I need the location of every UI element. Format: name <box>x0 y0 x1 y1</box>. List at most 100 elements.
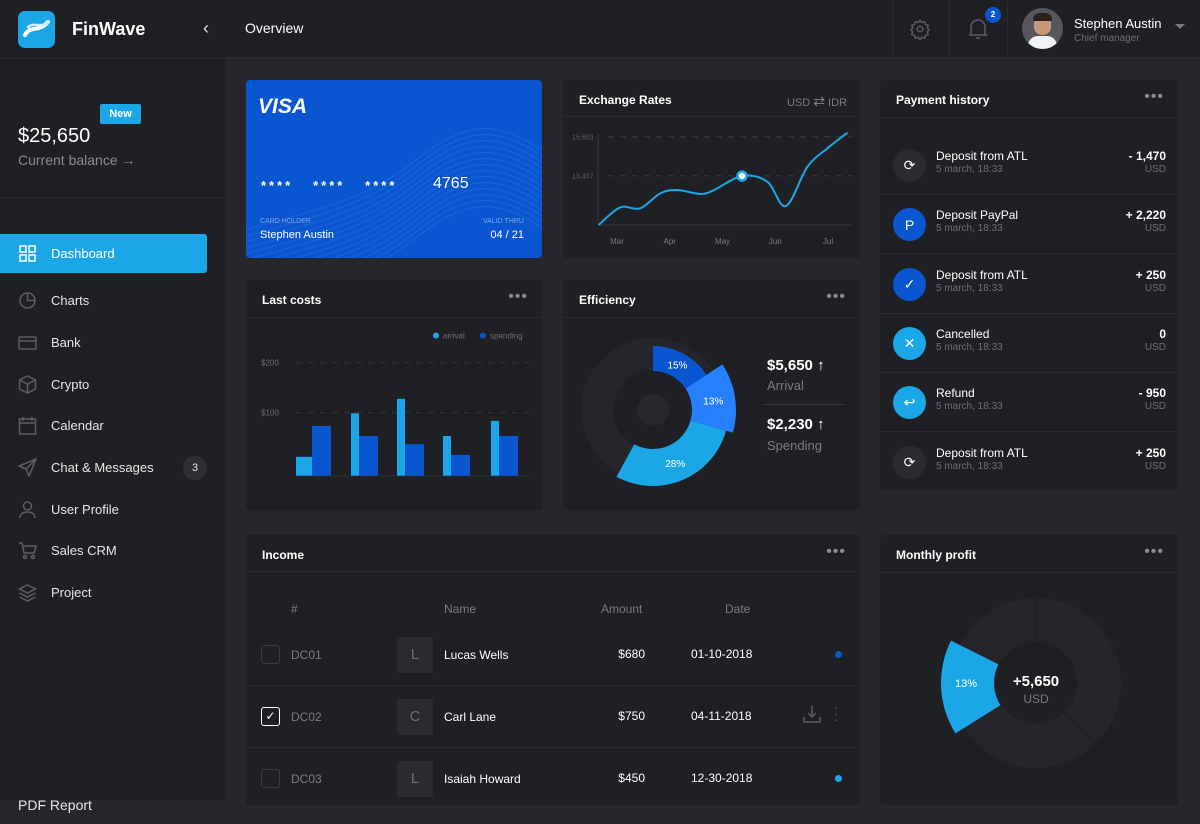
table-row[interactable]: ✓ DC02 C Carl Lane $750 04-11-2018 · · · <box>246 686 860 748</box>
exchange-rate-line <box>597 131 849 226</box>
sidebar-item-crypto[interactable]: Crypto <box>0 365 207 404</box>
payment-amount: 0 <box>1159 326 1166 341</box>
exchange-rates-card: Exchange Rates USD ⇄ IDR 15,603 13,407 Mar… <box>563 80 860 258</box>
more-options-icon[interactable]: ••• <box>508 288 528 305</box>
currency-pair-selector[interactable]: USD ⇄ IDR <box>787 93 847 110</box>
card-valid-date: 04 / 21 <box>490 229 524 241</box>
current-balance-label: Current balance <box>18 152 118 168</box>
more-options-icon[interactable]: ••• <box>826 288 846 305</box>
sidebar-item-label: Sales CRM <box>51 543 117 558</box>
pie-chart-icon <box>19 292 36 309</box>
payment-date: 5 march, 18:33 <box>936 401 1003 413</box>
notifications-bell-icon[interactable] <box>967 17 989 46</box>
sidebar-item-pdf-report[interactable]: PDF Report <box>0 785 207 824</box>
user-avatar[interactable] <box>1022 8 1063 49</box>
efficiency-card: Efficiency ••• 15% 13% 28% $5,650 ↑ Arriva… <box>563 280 860 510</box>
donut-divider <box>1065 712 1097 744</box>
divider <box>0 58 225 59</box>
visa-card[interactable]: VISA **** **** **** 4765 CARD HOLDER Ste… <box>246 80 542 258</box>
profit-currency: USD <box>1023 692 1049 706</box>
wave-line <box>246 134 542 237</box>
sidebar-item-user-profile[interactable]: User Profile <box>0 490 207 529</box>
row-checkbox[interactable] <box>261 769 280 788</box>
payment-currency: USD <box>1144 223 1166 235</box>
card-title: Payment history <box>896 93 990 107</box>
row-amount: $450 <box>618 771 645 785</box>
sidebar-item-sales-crm[interactable]: Sales CRM <box>0 531 207 570</box>
sidebar-item-label: Crypto <box>51 377 90 392</box>
row-amount: $680 <box>618 647 645 661</box>
collapse-sidebar-icon[interactable]: ‹ <box>203 18 209 38</box>
arrow-up-icon: ↑ <box>817 357 825 374</box>
sidebar-item-label: Dashboard <box>51 246 115 261</box>
user-menu-caret-icon[interactable] <box>1175 24 1185 29</box>
payment-title: Cancelled <box>936 326 990 341</box>
payment-title: Refund <box>936 386 975 401</box>
row-checkbox[interactable] <box>261 645 280 664</box>
card-wave-pattern <box>246 128 542 258</box>
arrow-up-icon: ↑ <box>817 416 825 433</box>
col-date[interactable]: Date <box>725 602 751 616</box>
row-more-icon[interactable]: · · · <box>834 699 839 727</box>
divider <box>0 197 225 198</box>
donut-slice <box>941 640 1001 734</box>
layers-icon <box>18 584 37 602</box>
wave-line <box>246 152 542 255</box>
more-options-icon[interactable]: ••• <box>1144 543 1164 560</box>
monthly-profit-donut-chart: 13% <box>941 598 1121 768</box>
payment-list-item[interactable]: ✓ Deposit from ATL 5 march, 18:33 + 250 … <box>880 255 1178 314</box>
payment-currency: USD <box>1144 341 1166 353</box>
x-tick-label: Mar <box>610 237 624 246</box>
paypal-icon: P <box>893 208 926 242</box>
col-name[interactable]: Name <box>444 602 477 616</box>
status-dot <box>835 775 842 782</box>
user-name[interactable]: Stephen Austin <box>1074 16 1162 31</box>
row-id: DC01 <box>291 648 322 662</box>
sidebar-item-bank[interactable]: Bank <box>0 323 207 362</box>
payment-amount: + 250 <box>1135 445 1166 460</box>
sidebar-item-calendar[interactable]: Calendar <box>0 406 207 445</box>
refresh-icon: ⟳ <box>893 445 926 479</box>
payment-title: Deposit from ATL <box>936 267 1028 282</box>
sidebar-item-dashboard[interactable]: Dashboard <box>0 234 207 273</box>
cube-icon <box>18 375 37 394</box>
row-checkbox[interactable]: ✓ <box>261 707 280 726</box>
col-amount[interactable]: Amount <box>601 602 643 616</box>
payment-list-item[interactable]: ⟳ Deposit from ATL 5 march, 18:33 - 1,47… <box>880 136 1178 195</box>
legend-label-arrival: arrival <box>443 332 465 341</box>
payment-list-item[interactable]: ↩ Refund 5 march, 18:33 - 950 USD <box>880 373 1178 433</box>
notification-count-badge: 2 <box>985 7 1001 23</box>
table-row[interactable]: DC01 L Lucas Wells $680 01-10-2018 <box>246 624 860 686</box>
monthly-profit-card: Monthly profit ••• 13% +5,650 USD <box>880 535 1178 805</box>
download-icon[interactable] <box>803 705 821 728</box>
payment-list-item[interactable]: ⟳ Deposit from ATL 5 march, 18:33 + 250 … <box>880 433 1178 492</box>
balance-amount: $25,650 <box>18 125 91 147</box>
sidebar-item-charts[interactable]: Charts <box>0 281 207 320</box>
slice-label: 28% <box>665 459 685 470</box>
card-title: Income <box>262 548 305 562</box>
table-row[interactable]: DC03 L Isaiah Howard $450 12-30-2018 <box>246 748 860 810</box>
more-options-icon[interactable]: ••• <box>1144 88 1164 105</box>
wave-line <box>348 188 542 258</box>
row-date: 12-30-2018 <box>691 771 753 785</box>
row-name: Carl Lane <box>444 710 497 724</box>
payment-title: Deposit from ATL <box>936 445 1028 460</box>
bar-spending <box>312 425 331 476</box>
wave-line <box>385 206 542 258</box>
more-options-icon[interactable]: ••• <box>826 543 846 560</box>
sidebar-item-label: PDF Report <box>18 796 92 813</box>
sidebar-item-label: Calendar <box>51 418 104 433</box>
swap-icon: ⇄ <box>813 93 825 109</box>
profit-value: +5,650 <box>1012 673 1060 690</box>
wave-line <box>362 194 542 258</box>
settings-gear-icon[interactable] <box>909 18 931 45</box>
credit-card-icon <box>18 336 37 350</box>
payment-list-item[interactable]: P Deposit PayPal 5 march, 18:33 + 2,220 … <box>880 195 1178 255</box>
efficiency-donut-chart: 15% 13% 28% <box>581 338 736 486</box>
payment-list-item[interactable]: ✕ Cancelled 5 march, 18:33 0 USD <box>880 314 1178 373</box>
x-tick-label: Jul <box>823 237 833 246</box>
sidebar-item-chat-messages[interactable]: Chat & Messages 3 <box>0 448 207 487</box>
sidebar: FinWave ‹ New $25,650 Current balance → … <box>0 0 225 813</box>
current-balance-link[interactable]: Current balance → <box>18 152 136 168</box>
sidebar-item-project[interactable]: Project <box>0 573 207 612</box>
